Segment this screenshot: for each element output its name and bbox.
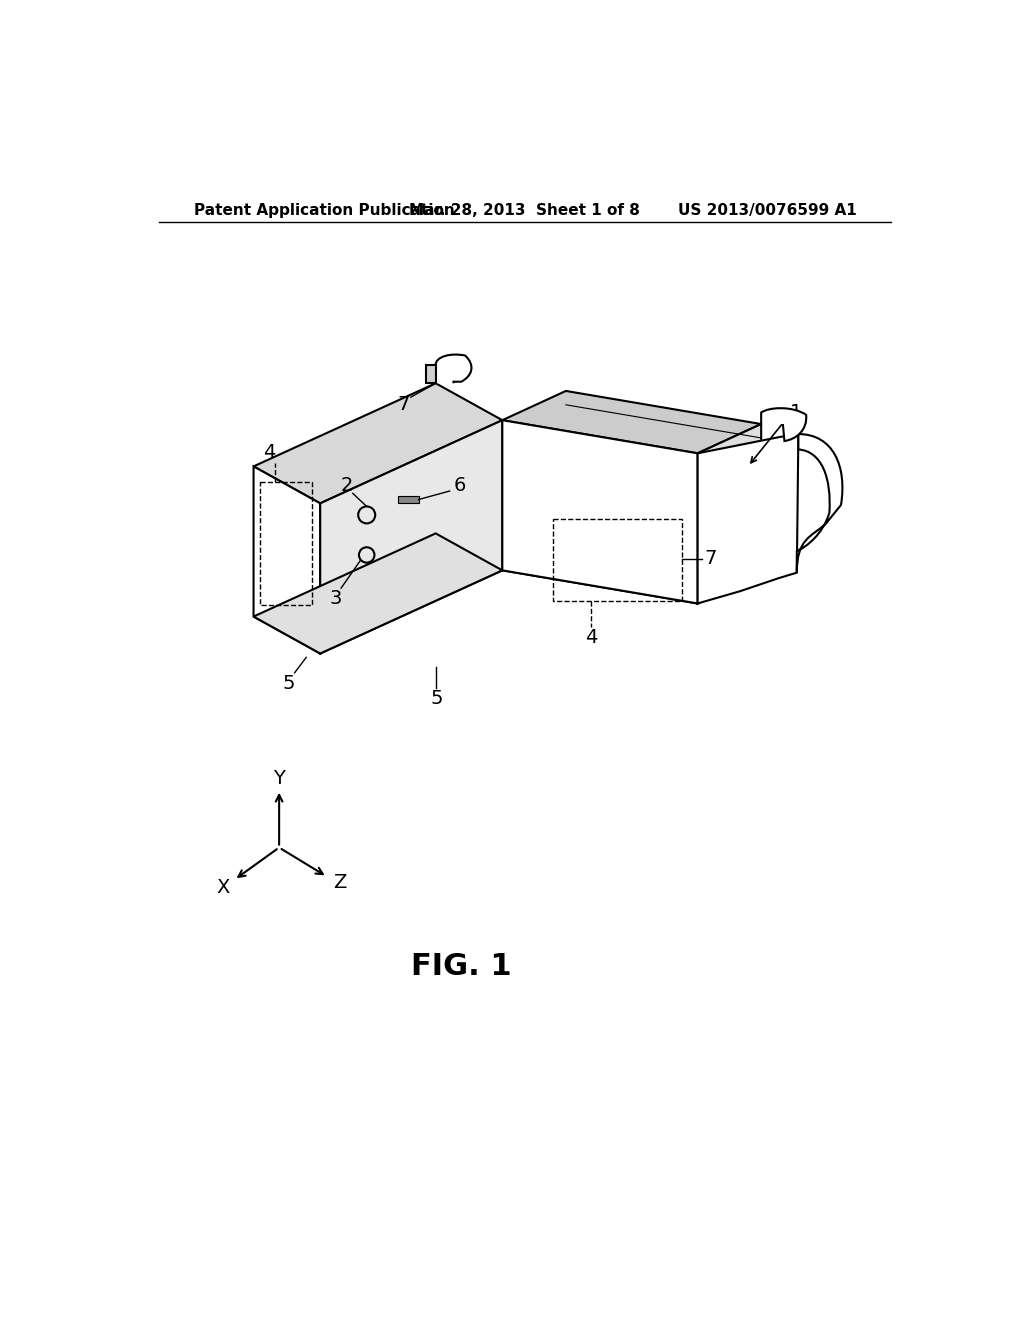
Text: Y: Y (273, 768, 285, 788)
PathPatch shape (761, 408, 806, 441)
Polygon shape (397, 496, 419, 503)
Text: 6: 6 (454, 477, 466, 495)
Text: 4: 4 (586, 628, 598, 647)
Text: 3: 3 (330, 589, 342, 609)
Polygon shape (254, 533, 503, 653)
Polygon shape (697, 424, 761, 603)
Text: 4: 4 (263, 444, 275, 462)
Text: 5: 5 (283, 675, 295, 693)
Text: Z: Z (333, 874, 346, 892)
Polygon shape (321, 420, 503, 653)
Polygon shape (697, 434, 799, 603)
Text: 5: 5 (430, 689, 442, 709)
Text: Mar. 28, 2013  Sheet 1 of 8: Mar. 28, 2013 Sheet 1 of 8 (410, 203, 640, 218)
Text: 7: 7 (705, 549, 717, 569)
Polygon shape (254, 383, 503, 503)
Text: 7: 7 (397, 395, 410, 414)
Polygon shape (503, 420, 697, 603)
Text: FIG. 1: FIG. 1 (411, 953, 512, 981)
Polygon shape (503, 391, 761, 453)
Text: US 2013/0076599 A1: US 2013/0076599 A1 (678, 203, 856, 218)
Text: 1: 1 (790, 403, 802, 422)
Polygon shape (254, 466, 321, 653)
Text: Patent Application Publication: Patent Application Publication (194, 203, 455, 218)
PathPatch shape (797, 434, 843, 573)
Polygon shape (503, 541, 761, 603)
Text: 2: 2 (340, 477, 352, 495)
PathPatch shape (435, 355, 471, 383)
Polygon shape (426, 364, 435, 383)
Text: X: X (217, 878, 230, 898)
